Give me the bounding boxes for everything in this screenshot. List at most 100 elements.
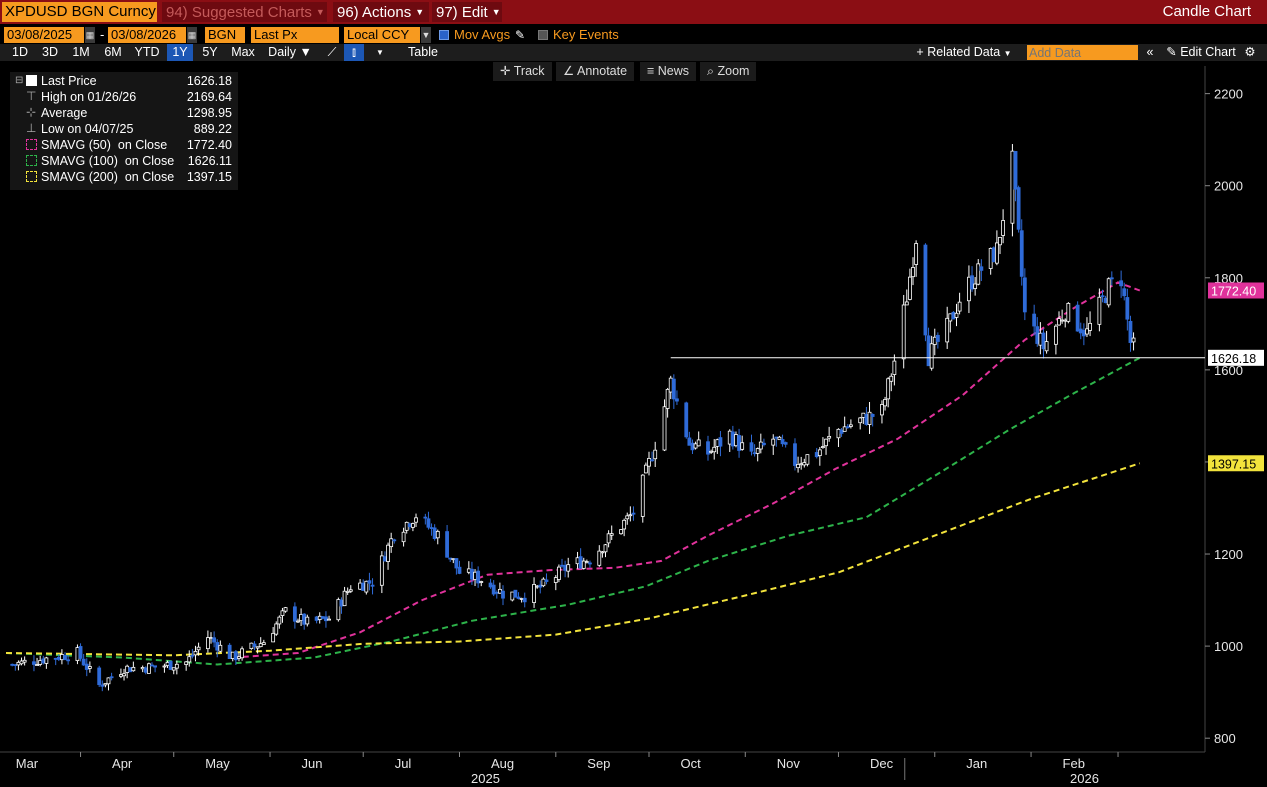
candle-body (75, 647, 80, 662)
field-selector[interactable]: Last Px (251, 27, 339, 43)
candle-body (914, 243, 919, 265)
track-label: Track (513, 64, 545, 78)
edit-menu[interactable]: 97) Edit ▼ (432, 2, 502, 22)
candle-body (1106, 278, 1111, 306)
candle-body (348, 589, 353, 592)
candle-body (752, 452, 757, 455)
table-button[interactable]: Table (408, 45, 438, 59)
range-button-1y[interactable]: 1Y (167, 44, 193, 61)
legend-label: SMAVG (200) on Close (41, 170, 175, 184)
edit-chart-label: Edit Chart (1180, 45, 1236, 59)
track-tool[interactable]: ✛ Track (493, 62, 552, 81)
candle-body (131, 666, 136, 672)
chevron-down-icon[interactable]: ▼ (421, 27, 431, 43)
candle-body (994, 242, 999, 264)
start-date-field[interactable]: 03/08/2025 (4, 27, 84, 43)
sma-line (5, 356, 1141, 666)
range-button-max[interactable]: Max (231, 45, 255, 59)
candle-body (575, 557, 580, 565)
candle-body (1078, 328, 1083, 334)
candle-body (945, 317, 950, 343)
candle-body (1125, 297, 1130, 320)
candle-body (979, 266, 984, 271)
end-date-field[interactable]: 03/08/2026 (108, 27, 186, 43)
candle-body (100, 684, 105, 687)
periodicity-label: Daily (268, 45, 296, 59)
key-events-label: Key Events (553, 27, 619, 42)
zoom-tool[interactable]: ⌕ Zoom (700, 62, 757, 81)
x-tick-label: Sep (587, 756, 610, 771)
candle-body (1122, 288, 1127, 297)
range-button-1m[interactable]: 1M (72, 45, 90, 59)
candle-chart-icon[interactable]: ⫾ (344, 44, 364, 61)
source-field[interactable]: BGN (205, 27, 245, 43)
candle-body (845, 426, 850, 429)
candle-body (1063, 319, 1068, 322)
candle-body (929, 343, 934, 369)
periodicity-dropdown[interactable]: Daily ▼ (264, 44, 316, 61)
mov-avgs-checkbox[interactable] (439, 30, 449, 40)
candle-body (1119, 280, 1124, 287)
candle-body (392, 539, 397, 542)
gear-icon[interactable]: ⚙ (1244, 45, 1256, 59)
candle-body (146, 663, 151, 674)
line-chart-icon[interactable]: ⟋ (327, 45, 337, 59)
currency-selector[interactable]: Local CCY (344, 27, 420, 43)
add-data-input[interactable] (1027, 45, 1138, 60)
candle-body (712, 446, 717, 453)
candle-body (563, 564, 568, 571)
candle-body (973, 283, 978, 289)
candle-body (867, 411, 872, 425)
candle-body (948, 313, 953, 322)
candle-body (991, 247, 996, 263)
candle-body (762, 442, 766, 446)
candle-body (892, 360, 897, 375)
range-button-3d[interactable]: 3D (42, 45, 58, 59)
candle-body (448, 557, 453, 560)
ticker-input[interactable]: XPDUSD BGN Curncy (2, 2, 157, 22)
collapse-icon[interactable]: ⊟ (15, 75, 24, 86)
candle-body (454, 558, 459, 569)
candle-body (162, 665, 167, 668)
edit-chart-button[interactable]: ✎ Edit Chart (1164, 44, 1238, 61)
candle-body (479, 581, 484, 583)
candle-body (78, 646, 83, 659)
candle-body (445, 531, 449, 558)
range-button-ytd[interactable]: YTD (134, 45, 160, 59)
calendar-icon[interactable]: ▦ (187, 27, 197, 43)
legend-row-high: ⊤ High on 01/26/26 2169.64 (10, 89, 238, 105)
range-button-1d[interactable]: 1D (12, 45, 28, 59)
y-tick-label: 800 (1214, 731, 1236, 746)
collapse-icon[interactable]: « (1146, 45, 1154, 59)
candle-body (870, 414, 875, 417)
actions-menu[interactable]: 96) Actions ▼ (333, 2, 429, 22)
candle-body (252, 643, 257, 647)
legend-value: 1772.40 (186, 138, 232, 152)
candle-body (796, 463, 800, 469)
candle-body (280, 610, 285, 616)
candle-body (119, 674, 123, 677)
high-marker-icon: ⊤ (26, 89, 37, 103)
calendar-icon[interactable]: ▦ (85, 27, 95, 43)
key-events-checkbox[interactable] (538, 30, 548, 40)
pencil-icon[interactable]: ✎ (515, 28, 526, 42)
related-data-dropdown[interactable]: + Related Data ▼ (912, 44, 1016, 61)
candle-body (379, 555, 384, 586)
suggested-charts-menu[interactable]: 94) Suggested Charts ▼ (162, 2, 327, 22)
range-button-6m[interactable]: 6M (104, 45, 122, 59)
annotate-tool[interactable]: ∠ Annotate (556, 62, 635, 81)
related-data-label: + Related Data (916, 45, 1001, 59)
news-tool[interactable]: ≡ News (640, 62, 697, 81)
candle-body (491, 584, 496, 595)
chevron-down-icon[interactable]: ▼ (376, 48, 384, 57)
x-tick-label: Nov (777, 756, 801, 771)
candle-body (687, 437, 692, 446)
candle-body (32, 661, 36, 665)
candle-body (150, 664, 154, 667)
candle-body (799, 463, 804, 466)
range-button-5y[interactable]: 5Y (202, 45, 218, 59)
candle-body (364, 580, 369, 593)
candle-body (802, 462, 807, 466)
candle-body (1022, 277, 1027, 313)
